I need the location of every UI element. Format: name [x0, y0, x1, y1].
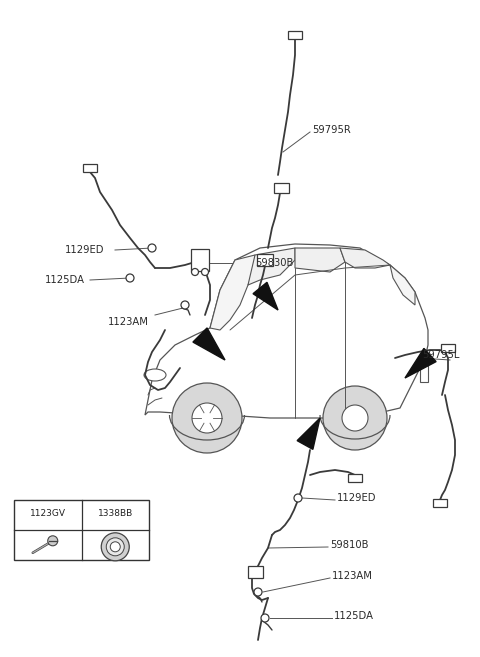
Bar [288, 31, 302, 39]
Circle shape [101, 533, 129, 561]
Polygon shape [297, 418, 320, 449]
Polygon shape [340, 248, 390, 268]
Text: 1123GV: 1123GV [30, 509, 66, 518]
Text: 1129ED: 1129ED [337, 493, 376, 503]
Polygon shape [145, 244, 428, 418]
Ellipse shape [144, 369, 166, 381]
Text: 59830B: 59830B [255, 258, 293, 268]
Polygon shape [253, 283, 278, 310]
Text: 1123AM: 1123AM [332, 571, 373, 581]
Polygon shape [210, 255, 255, 330]
Bar [83, 164, 97, 172]
Bar [420, 360, 428, 382]
Circle shape [181, 301, 189, 309]
Bar [441, 344, 455, 352]
Bar [257, 254, 273, 266]
Bar [248, 566, 263, 578]
Polygon shape [248, 248, 295, 285]
Circle shape [254, 588, 262, 596]
Bar [191, 249, 209, 271]
Bar [14, 500, 149, 560]
Text: 1123AM: 1123AM [108, 317, 149, 327]
Circle shape [148, 244, 156, 252]
Circle shape [192, 269, 199, 275]
Text: 59795R: 59795R [312, 125, 351, 135]
Circle shape [48, 536, 58, 546]
Polygon shape [295, 248, 345, 272]
Circle shape [342, 405, 368, 431]
Bar [348, 474, 362, 482]
Circle shape [294, 494, 302, 502]
Text: 1125DA: 1125DA [45, 275, 85, 285]
Text: 1338BB: 1338BB [97, 509, 133, 518]
Circle shape [110, 542, 120, 552]
Circle shape [106, 538, 124, 556]
Bar [274, 183, 288, 193]
Text: 59795L: 59795L [422, 350, 459, 360]
Bar [433, 499, 447, 507]
Circle shape [126, 274, 134, 282]
Polygon shape [390, 265, 415, 305]
Circle shape [261, 614, 269, 622]
Text: 59810B: 59810B [330, 540, 369, 550]
Circle shape [202, 269, 208, 275]
Circle shape [323, 386, 387, 450]
Circle shape [192, 403, 222, 433]
Polygon shape [193, 328, 225, 360]
Text: 1125DA: 1125DA [334, 611, 374, 621]
Circle shape [172, 383, 242, 453]
Text: 1129ED: 1129ED [65, 245, 105, 255]
Polygon shape [405, 348, 436, 378]
